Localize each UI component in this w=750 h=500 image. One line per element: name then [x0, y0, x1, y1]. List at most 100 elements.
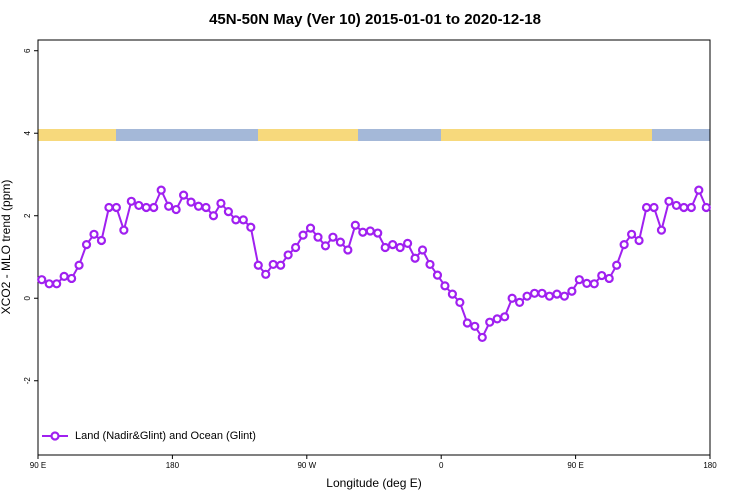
data-point — [119, 225, 129, 235]
land — [258, 129, 358, 141]
land-ocean-strip — [38, 129, 710, 141]
data-point — [238, 215, 248, 225]
data-point — [671, 200, 682, 211]
data-point — [388, 240, 398, 250]
data-point — [298, 230, 308, 240]
data-point — [447, 289, 457, 299]
data-point — [604, 273, 614, 284]
data-point — [440, 281, 450, 291]
data-point — [701, 202, 711, 213]
data-point — [156, 185, 166, 195]
data-point — [253, 260, 263, 270]
data-point — [470, 321, 480, 331]
data-point — [171, 204, 181, 215]
data-point — [179, 190, 189, 200]
data-point — [477, 332, 487, 343]
data-point — [305, 223, 316, 233]
data-point — [403, 238, 413, 248]
x-tick-label: 90 E — [567, 461, 583, 470]
data-point — [589, 279, 599, 289]
data-point — [313, 232, 323, 242]
data-point — [186, 197, 196, 207]
data-point — [111, 202, 122, 213]
data-point — [380, 242, 390, 253]
data-point — [134, 200, 144, 211]
data-point — [320, 241, 331, 251]
data-point — [126, 196, 136, 206]
data-point — [208, 211, 219, 221]
x-tick-label: 90 E — [30, 461, 46, 470]
data-point — [59, 271, 69, 281]
data-point — [641, 202, 652, 213]
data-point — [612, 260, 622, 270]
data-point — [626, 229, 637, 239]
x-tick-label: 180 — [703, 461, 717, 470]
data-point — [559, 291, 570, 301]
legend-marker — [50, 431, 60, 441]
data-point — [582, 278, 592, 288]
data-point — [328, 232, 338, 242]
data-point — [507, 293, 517, 303]
y-tick-label: 0 — [23, 295, 32, 300]
x-tick-label: 90 W — [297, 461, 316, 470]
data-point — [141, 202, 151, 213]
data-point — [350, 220, 360, 230]
y-tick-label: 4 — [23, 130, 32, 135]
data-point — [529, 288, 540, 298]
data-point — [455, 297, 465, 307]
data-point — [365, 226, 375, 236]
data-point — [343, 245, 353, 255]
land — [38, 129, 116, 141]
data-point — [335, 237, 345, 247]
data-point — [567, 286, 577, 296]
data-point — [514, 297, 525, 307]
data-point — [694, 185, 704, 195]
data-point — [291, 242, 301, 253]
data-point — [656, 225, 667, 235]
plot-frame — [37, 39, 711, 456]
data-point — [358, 227, 368, 237]
data-point — [634, 235, 644, 246]
x-tick-label: 0 — [439, 461, 444, 470]
data-point — [246, 222, 256, 232]
data-point — [522, 291, 532, 301]
land — [441, 129, 652, 141]
data-point — [544, 291, 555, 301]
data-point — [276, 260, 286, 270]
data-point — [201, 202, 211, 213]
x-axis-label: Longitude (deg E) — [326, 476, 421, 490]
data-point — [66, 273, 77, 284]
data-point — [432, 270, 443, 280]
data-point — [268, 259, 278, 270]
data-point — [216, 198, 226, 208]
y-tick-label: -2 — [23, 377, 32, 385]
data-point — [492, 314, 502, 324]
data-point — [89, 229, 99, 239]
data-point — [686, 202, 696, 213]
data-point — [417, 245, 428, 255]
data-point — [231, 215, 241, 225]
data-point — [552, 289, 562, 299]
data-point — [425, 259, 435, 270]
data-point — [74, 260, 84, 270]
data-point — [462, 318, 472, 328]
data-point — [261, 269, 271, 279]
data-point — [619, 240, 629, 250]
data-point — [500, 312, 510, 322]
data-point — [81, 240, 92, 250]
data-point — [283, 250, 293, 260]
data-point — [485, 317, 495, 327]
chart-title: 45N-50N May (Ver 10) 2015-01-01 to 2020-… — [209, 11, 541, 28]
y-axis-label: XCO2 - MLO trend (ppm) — [0, 180, 13, 315]
data-point — [96, 235, 107, 246]
data-point — [193, 201, 204, 211]
data-point — [149, 202, 159, 213]
data-point — [597, 270, 607, 281]
data-point — [164, 201, 174, 211]
data-point — [37, 275, 47, 285]
data-point — [679, 202, 689, 213]
data-point — [104, 202, 114, 213]
data-point — [537, 288, 547, 298]
y-tick-label: 2 — [23, 213, 32, 218]
